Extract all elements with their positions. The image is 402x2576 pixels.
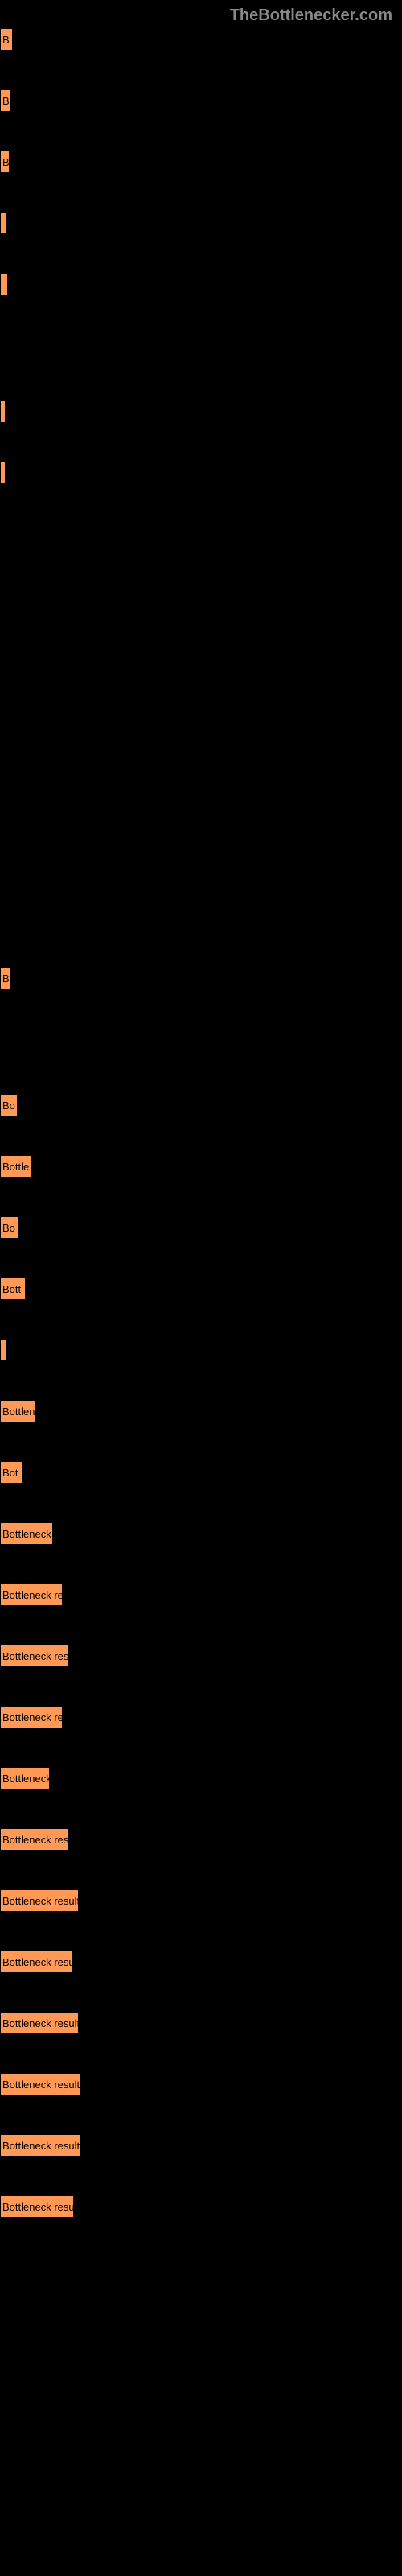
bar: B — [0, 28, 13, 51]
bar: Bottleneck result — [0, 2134, 80, 2157]
bar — [0, 461, 6, 484]
bar: Bottleneck resu — [0, 2195, 74, 2218]
bar: Bottleneck re — [0, 1583, 63, 1606]
bar-row — [0, 1339, 402, 1361]
bar-row: Bo — [0, 1216, 402, 1239]
bar: Bo — [0, 1216, 19, 1239]
bar-label: B — [2, 972, 10, 985]
bar-row: Bottleneck — [0, 1522, 402, 1545]
bar-label: Bottleneck result — [2, 2079, 80, 2091]
bar: Bottleneck result — [0, 2012, 79, 2034]
bar-label: B — [2, 34, 10, 46]
bar-label: Bottleneck resu — [2, 2201, 74, 2213]
bar-row: Bott — [0, 1278, 402, 1300]
bar: Bottleneck — [0, 1767, 50, 1790]
bar-row — [0, 273, 402, 295]
bar-label: Bottleneck res — [2, 1834, 68, 1846]
bar-row: Bottleneck re — [0, 1706, 402, 1728]
bar: B — [0, 89, 11, 112]
bar: Bo — [0, 1094, 18, 1117]
bar-label: Bottleneck res — [2, 1650, 68, 1662]
bar-row: Bottleneck result — [0, 2134, 402, 2157]
bar-chart: B B B B Bo Bottle Bo Bott Bottlen Bot Bottleneck Bo… — [0, 28, 402, 2218]
bar-row: Bottleneck resu — [0, 2195, 402, 2218]
bar-row: Bottleneck res — [0, 1645, 402, 1667]
bar-row: B — [0, 967, 402, 989]
bar-label: B — [2, 156, 10, 168]
bar-row: Bottleneck resu — [0, 1951, 402, 1973]
bar-row — [0, 400, 402, 423]
bar-row: Bo — [0, 1094, 402, 1117]
bar-label: Bottle — [2, 1161, 29, 1173]
bar — [0, 273, 8, 295]
bar-label: Bottleneck result — [2, 2140, 80, 2152]
bar-row: Bottleneck result — [0, 2012, 402, 2034]
bar-label: Bottleneck — [2, 1773, 50, 1785]
bar-row: B — [0, 28, 402, 51]
bar: Bott — [0, 1278, 26, 1300]
bar: Bottle — [0, 1155, 32, 1178]
bar-label: Bot — [2, 1467, 18, 1479]
bar-row: Bottleneck result — [0, 1889, 402, 1912]
bar-label: Bottleneck re — [2, 1589, 63, 1601]
bar-row — [0, 212, 402, 234]
bar-row: Bot — [0, 1461, 402, 1484]
bar-row: Bottleneck result — [0, 2073, 402, 2095]
bar-label: Bottleneck — [2, 1528, 51, 1540]
bar — [0, 1339, 6, 1361]
bar-label: Bottleneck re — [2, 1711, 63, 1724]
bar: Bottlen — [0, 1400, 35, 1422]
bar: Bottleneck re — [0, 1706, 63, 1728]
bar-row: B — [0, 151, 402, 173]
bar-row: Bottlen — [0, 1400, 402, 1422]
bar: Bottleneck res — [0, 1828, 69, 1851]
bar-label: Bottlen — [2, 1406, 35, 1418]
bar-row: Bottle — [0, 1155, 402, 1178]
bar: Bottleneck result — [0, 1889, 79, 1912]
bar-label: Bo — [2, 1222, 15, 1234]
bar-label: B — [2, 95, 10, 107]
bar: Bottleneck resu — [0, 1951, 72, 1973]
bar: B — [0, 151, 10, 173]
bar-row: Bottleneck res — [0, 1828, 402, 1851]
bar-row: Bottleneck — [0, 1767, 402, 1790]
bar-label: Bo — [2, 1100, 15, 1112]
site-header: TheBottlenecker.com — [0, 0, 402, 28]
bar — [0, 212, 6, 234]
bar-label: Bottleneck result — [2, 2017, 79, 2029]
bar — [0, 400, 6, 423]
bar: B — [0, 967, 11, 989]
bar: Bottleneck res — [0, 1645, 69, 1667]
bar-row: B — [0, 89, 402, 112]
bar: Bottleneck result — [0, 2073, 80, 2095]
bar: Bottleneck — [0, 1522, 53, 1545]
bar-row: Bottleneck re — [0, 1583, 402, 1606]
bar-label: Bottleneck resu — [2, 1956, 72, 1968]
bar-label: Bott — [2, 1283, 21, 1295]
bar-row — [0, 461, 402, 484]
bar: Bot — [0, 1461, 23, 1484]
bar-label: Bottleneck result — [2, 1895, 79, 1907]
